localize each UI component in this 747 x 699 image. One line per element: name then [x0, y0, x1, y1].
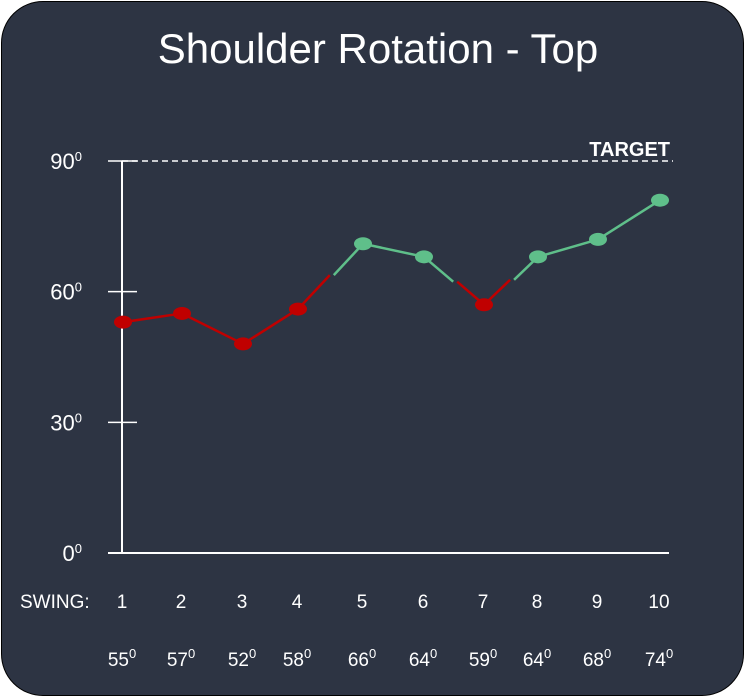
data-point — [589, 232, 607, 246]
data-point — [415, 250, 433, 264]
x-tick-label: 7 — [478, 592, 489, 613]
series-segment — [242, 308, 299, 345]
value-label: 640 — [523, 646, 551, 671]
x-tick-label: 8 — [532, 592, 543, 613]
x-tick-label: 3 — [237, 592, 248, 613]
y-ticks: 00 300 600 900 — [50, 149, 137, 566]
value-label: 550 — [108, 646, 136, 671]
value-label: 590 — [469, 646, 497, 671]
value-labels: 550 570 520 580 660 640 590 640 680 740 — [108, 646, 673, 671]
value-label: 570 — [167, 646, 195, 671]
data-point — [354, 237, 372, 251]
value-label: 580 — [283, 646, 311, 671]
y-tick-label: 00 — [63, 541, 82, 566]
x-tick-label: 6 — [418, 592, 429, 613]
series-segment — [597, 199, 661, 241]
series-segment — [362, 242, 425, 259]
x-tick-label: 4 — [292, 592, 303, 613]
data-point — [173, 306, 191, 320]
target-label: TARGET — [589, 139, 670, 161]
value-label: 660 — [348, 646, 376, 671]
series-segment — [181, 312, 244, 346]
series-segment — [537, 238, 599, 259]
y-tick-label: 300 — [50, 410, 82, 435]
data-point — [289, 302, 307, 316]
data-point — [234, 337, 252, 351]
value-label: 520 — [228, 646, 256, 671]
value-label: 680 — [583, 646, 611, 671]
data-point — [529, 250, 547, 264]
series-line — [122, 199, 661, 346]
data-point — [651, 193, 669, 207]
x-ticks: 1 2 3 4 5 6 7 8 9 10 — [117, 592, 670, 613]
x-tick-label: 10 — [648, 592, 669, 613]
chart-title: Shoulder Rotation - Top — [158, 25, 599, 72]
x-tick-label: 5 — [357, 592, 368, 613]
series-segment — [297, 274, 331, 310]
y-tick-label: 900 — [50, 149, 82, 174]
y-tick-label: 600 — [50, 280, 82, 305]
series-segment — [122, 312, 183, 324]
x-tick-label: 9 — [592, 592, 603, 613]
x-axis-label: SWING: — [20, 592, 90, 613]
x-tick-label: 2 — [176, 592, 187, 613]
x-tick-label: 1 — [117, 592, 128, 613]
value-label: 640 — [409, 646, 437, 671]
value-label: 740 — [645, 646, 673, 671]
data-point — [475, 298, 493, 312]
data-point — [114, 315, 132, 329]
data-points — [114, 193, 669, 351]
